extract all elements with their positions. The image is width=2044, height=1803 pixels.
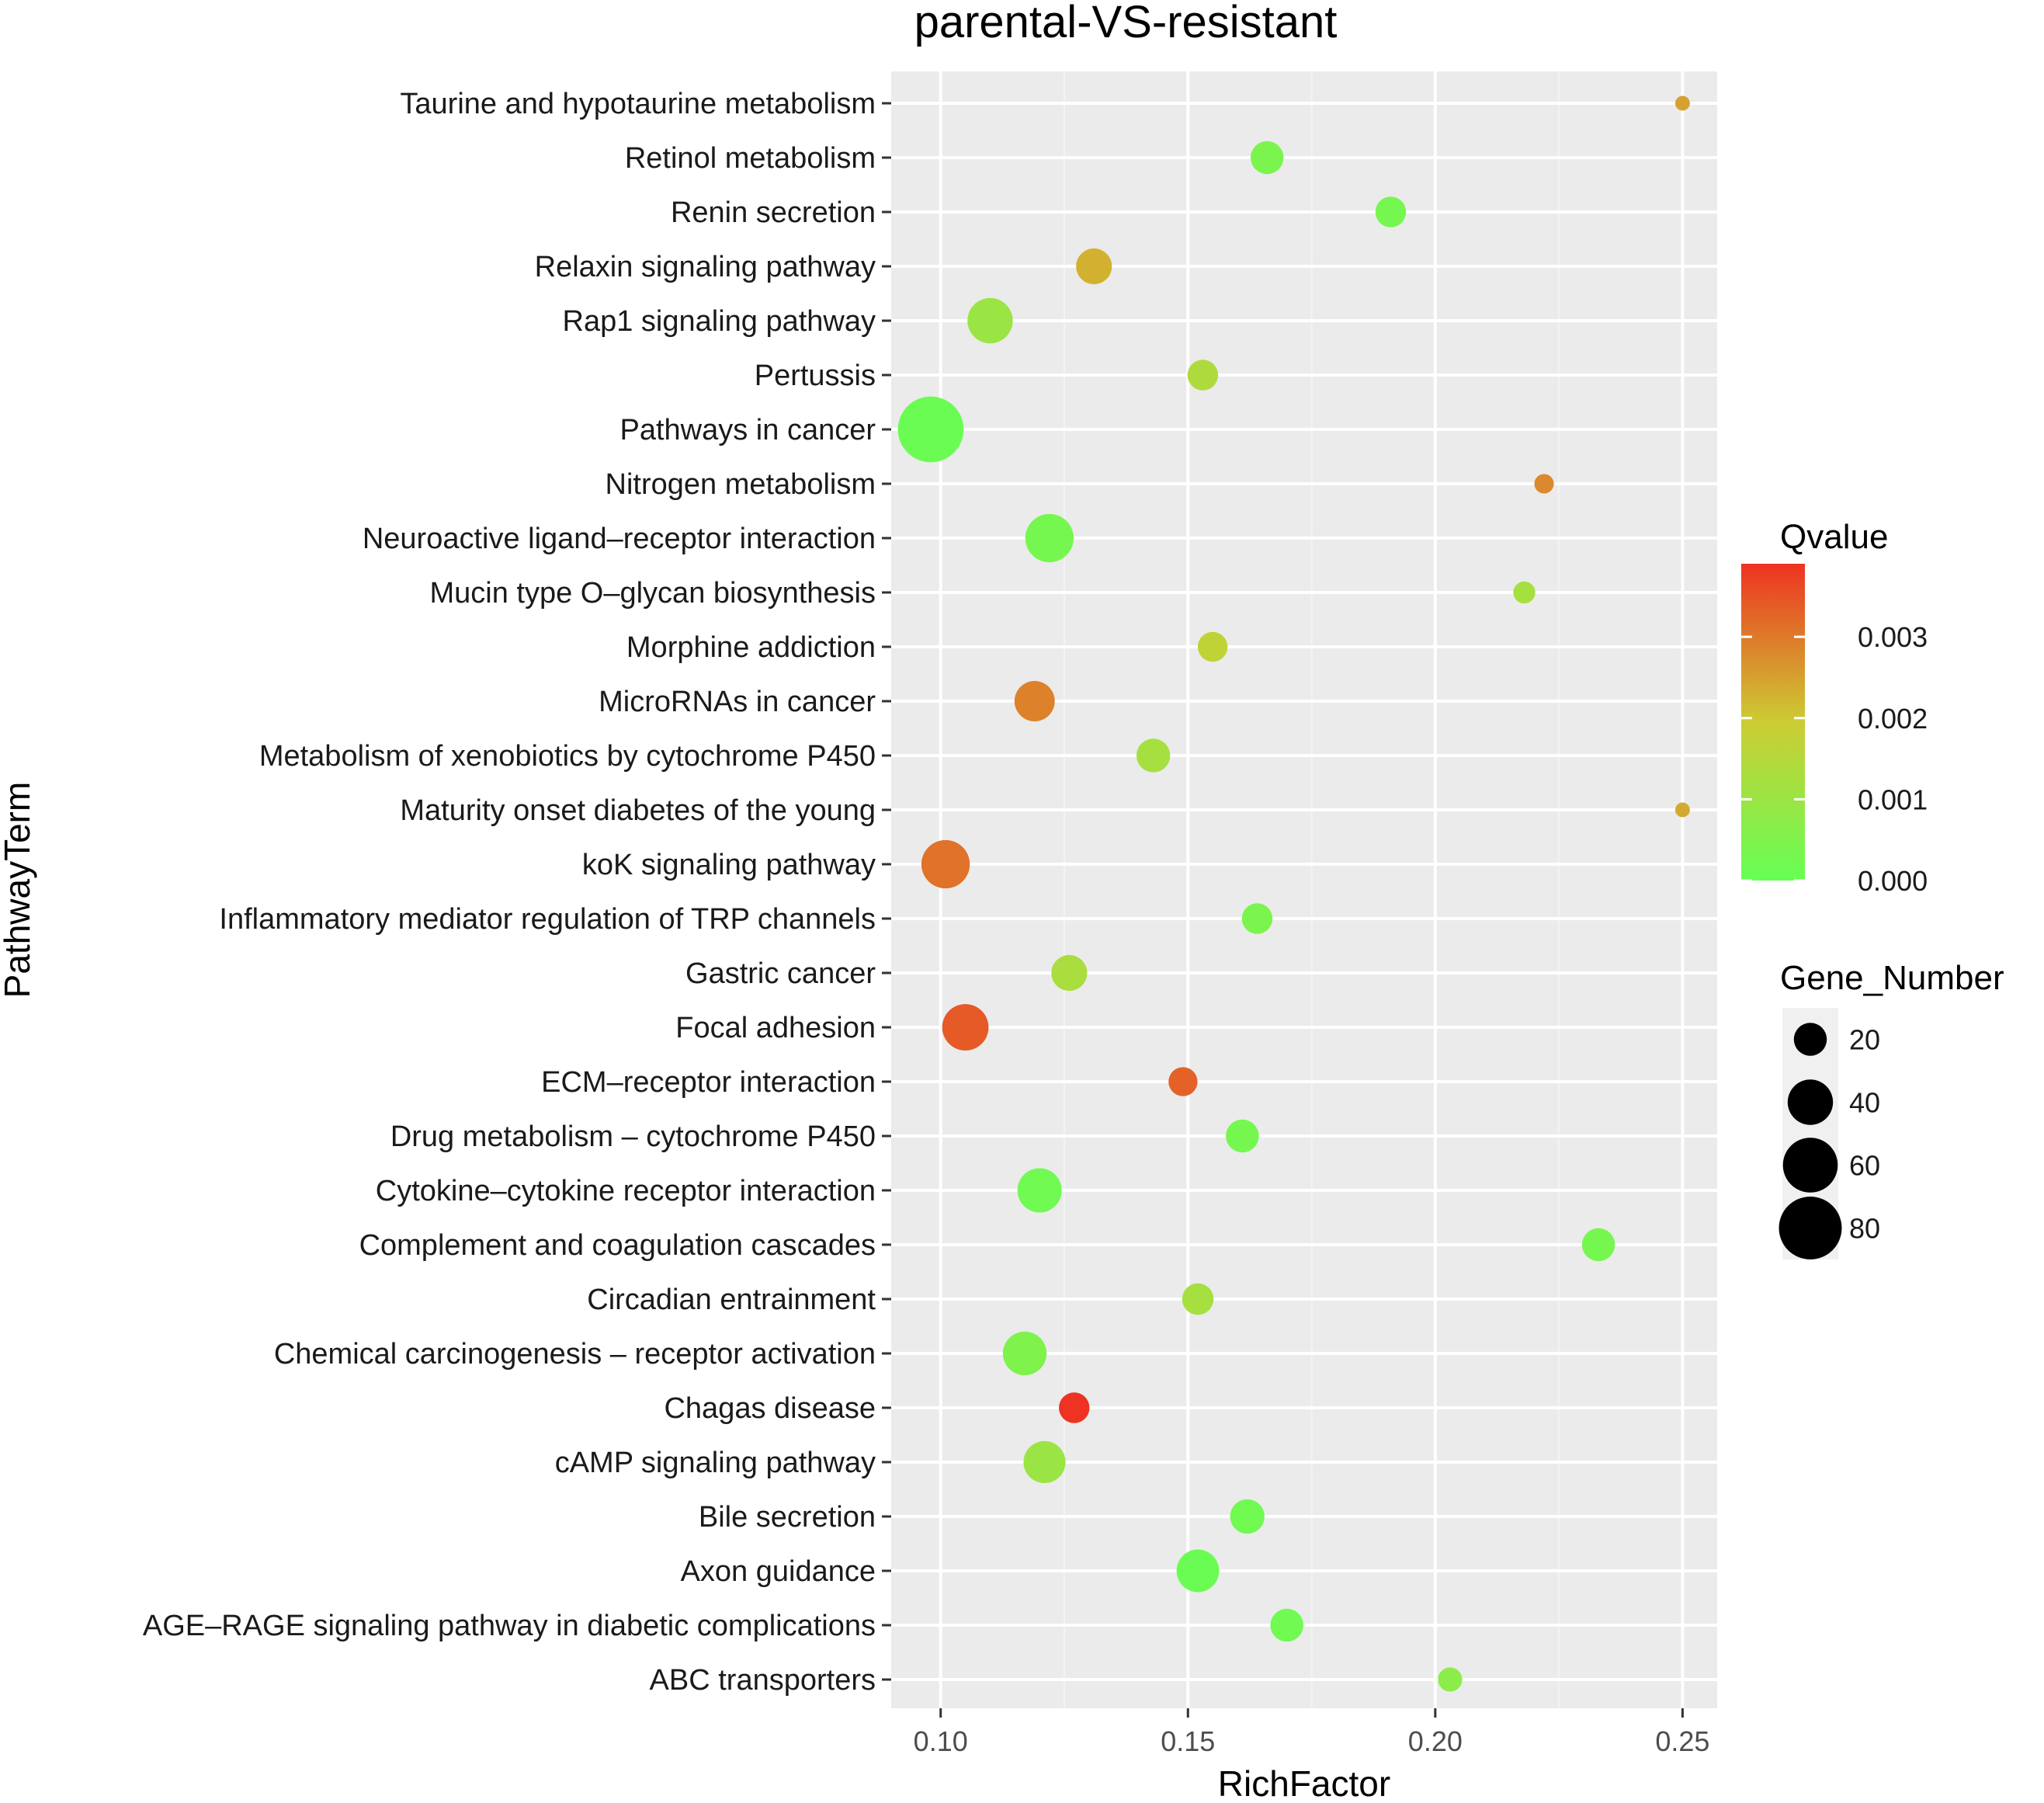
y-tick-label: Circadian entrainment — [587, 1284, 876, 1316]
size-key-label: 40 — [1849, 1087, 1880, 1119]
y-tick-label: Cytokine–cytokine receptor interaction — [376, 1175, 876, 1207]
data-point — [1017, 1168, 1062, 1213]
y-tick-label: koK signaling pathway — [582, 849, 876, 881]
y-tick-label: Axon guidance — [681, 1555, 876, 1588]
size-key-dot — [1779, 1197, 1842, 1259]
data-point — [1176, 1549, 1220, 1593]
data-point — [1674, 802, 1690, 818]
y-tick-label: Maturity onset diabetes of the young — [400, 794, 876, 827]
data-point — [1674, 96, 1690, 111]
data-point — [1182, 1283, 1214, 1315]
size-key-dot — [1782, 1138, 1838, 1193]
data-point — [1168, 1067, 1198, 1096]
y-tick-label: Mucin type O–glycan biosynthesis — [429, 577, 876, 610]
data-point — [921, 839, 970, 889]
x-tick-label: 0.15 — [1161, 1725, 1215, 1757]
data-point — [1023, 1440, 1066, 1484]
y-tick-label: Chemical carcinogenesis – receptor activ… — [274, 1338, 876, 1370]
x-axis-title: RichFactor — [1218, 1763, 1390, 1803]
x-tick-label: 0.25 — [1655, 1725, 1709, 1757]
y-tick-label: Inflammatory mediator regulation of TRP … — [219, 903, 876, 936]
y-tick-label: cAMP signaling pathway — [555, 1447, 876, 1479]
y-tick-label: Rap1 signaling pathway — [563, 305, 876, 338]
data-point — [1241, 903, 1273, 934]
y-tick-label: Pertussis — [755, 360, 876, 392]
y-tick-label: MicroRNAs in cancer — [599, 686, 876, 718]
data-point — [1375, 196, 1407, 228]
chart-title: parental-VS-resistant — [914, 0, 1338, 47]
y-axis: ABC transporters AGE–RAGE signaling pathw… — [143, 88, 891, 1697]
y-tick-label: Focal adhesion — [675, 1012, 876, 1044]
x-tick-label: 0.10 — [914, 1725, 968, 1757]
data-point — [1230, 1499, 1265, 1534]
y-tick-label: ABC transporters — [650, 1664, 876, 1697]
data-point — [1002, 1331, 1047, 1376]
grid-major — [891, 71, 1717, 1708]
gene-number-legend: Gene_Number 20 40 60 80 — [1779, 959, 2004, 1259]
y-tick-label: Gastric cancer — [685, 957, 876, 990]
size-key-label: 80 — [1849, 1213, 1880, 1245]
data-point — [1014, 681, 1055, 721]
data-point — [1250, 141, 1284, 175]
y-tick-label: Chagas disease — [664, 1392, 876, 1425]
y-tick-label: Morphine addiction — [626, 631, 876, 664]
data-point — [1226, 1119, 1259, 1153]
y-tick-label: Metabolism of xenobiotics by cytochrome … — [259, 740, 876, 773]
data-point — [1270, 1608, 1303, 1642]
data-point — [1197, 631, 1228, 662]
data-point — [967, 297, 1013, 344]
y-tick-label: Renin secretion — [671, 196, 876, 229]
data-point — [1051, 954, 1088, 992]
y-tick-label: AGE–RAGE signaling pathway in diabetic c… — [143, 1610, 876, 1642]
y-tick-label: Retinol metabolism — [625, 142, 876, 175]
colorbar-tick-label: 0.002 — [1858, 703, 1928, 735]
y-tick-label: Relaxin signaling pathway — [535, 251, 876, 283]
qvalue-legend-title: Qvalue — [1780, 518, 1888, 556]
y-tick-label: Taurine and hypotaurine metabolism — [400, 88, 876, 120]
data-point — [942, 1004, 989, 1051]
size-key-label: 60 — [1849, 1150, 1880, 1182]
grid-minor — [1063, 71, 1560, 1708]
x-axis: 0.10 0.15 0.20 0.25 — [914, 1708, 1709, 1757]
qvalue-legend: Qvalue 0.000 0.001 0.002 0.003 — [1741, 518, 1928, 897]
qvalue-colorbar — [1741, 564, 1805, 881]
data-point — [897, 396, 964, 463]
colorbar-tick-label: 0.000 — [1858, 865, 1928, 897]
colorbar-tick-label: 0.003 — [1858, 621, 1928, 653]
points-layer — [897, 96, 1690, 1692]
size-key-dot — [1793, 1023, 1827, 1056]
y-tick-label: Nitrogen metabolism — [606, 468, 876, 501]
plot-panel — [891, 71, 1717, 1708]
data-point — [1581, 1228, 1615, 1262]
y-tick-label: Complement and coagulation cascades — [359, 1229, 876, 1262]
y-tick-label: Bile secretion — [699, 1501, 876, 1534]
size-key-label: 20 — [1849, 1024, 1880, 1056]
y-axis-title: PathwayTerm — [0, 782, 37, 999]
colorbar-tick-label: 0.001 — [1858, 783, 1928, 815]
data-point — [1187, 360, 1219, 391]
data-point — [1076, 248, 1112, 285]
x-tick-label: 0.20 — [1408, 1725, 1463, 1757]
y-tick-label: Drug metabolism – cytochrome P450 — [390, 1120, 876, 1153]
data-point — [1438, 1667, 1463, 1692]
data-point — [1059, 1392, 1090, 1423]
data-point — [1136, 738, 1171, 773]
gene-number-legend-title: Gene_Number — [1780, 959, 2004, 997]
data-point — [1025, 513, 1074, 563]
size-key-dot — [1787, 1079, 1834, 1125]
y-tick-label: Pathways in cancer — [620, 414, 876, 446]
data-point — [1534, 474, 1554, 494]
y-tick-label: ECM–receptor interaction — [541, 1066, 876, 1099]
y-tick-label: Neuroactive ligand–receptor interaction — [363, 523, 876, 555]
data-point — [1513, 581, 1536, 604]
